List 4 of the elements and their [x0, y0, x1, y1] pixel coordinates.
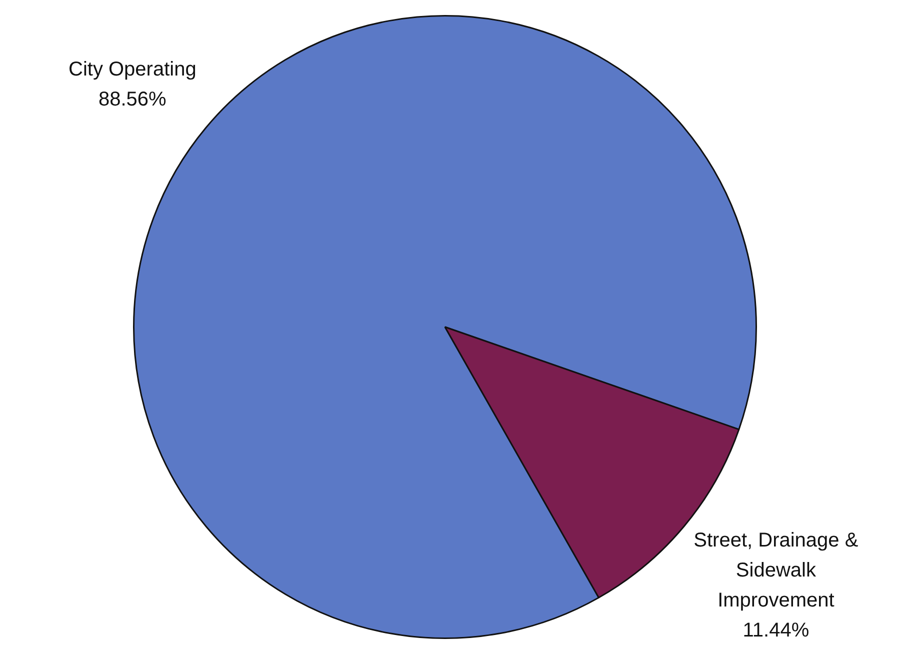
slice-label: City Operating	[68, 58, 196, 80]
slice-label: Street, Drainage & Sidewalk Improvement	[694, 530, 859, 612]
data-label: 88.56%	[98, 88, 167, 110]
data-label: 11.44%	[742, 620, 810, 642]
